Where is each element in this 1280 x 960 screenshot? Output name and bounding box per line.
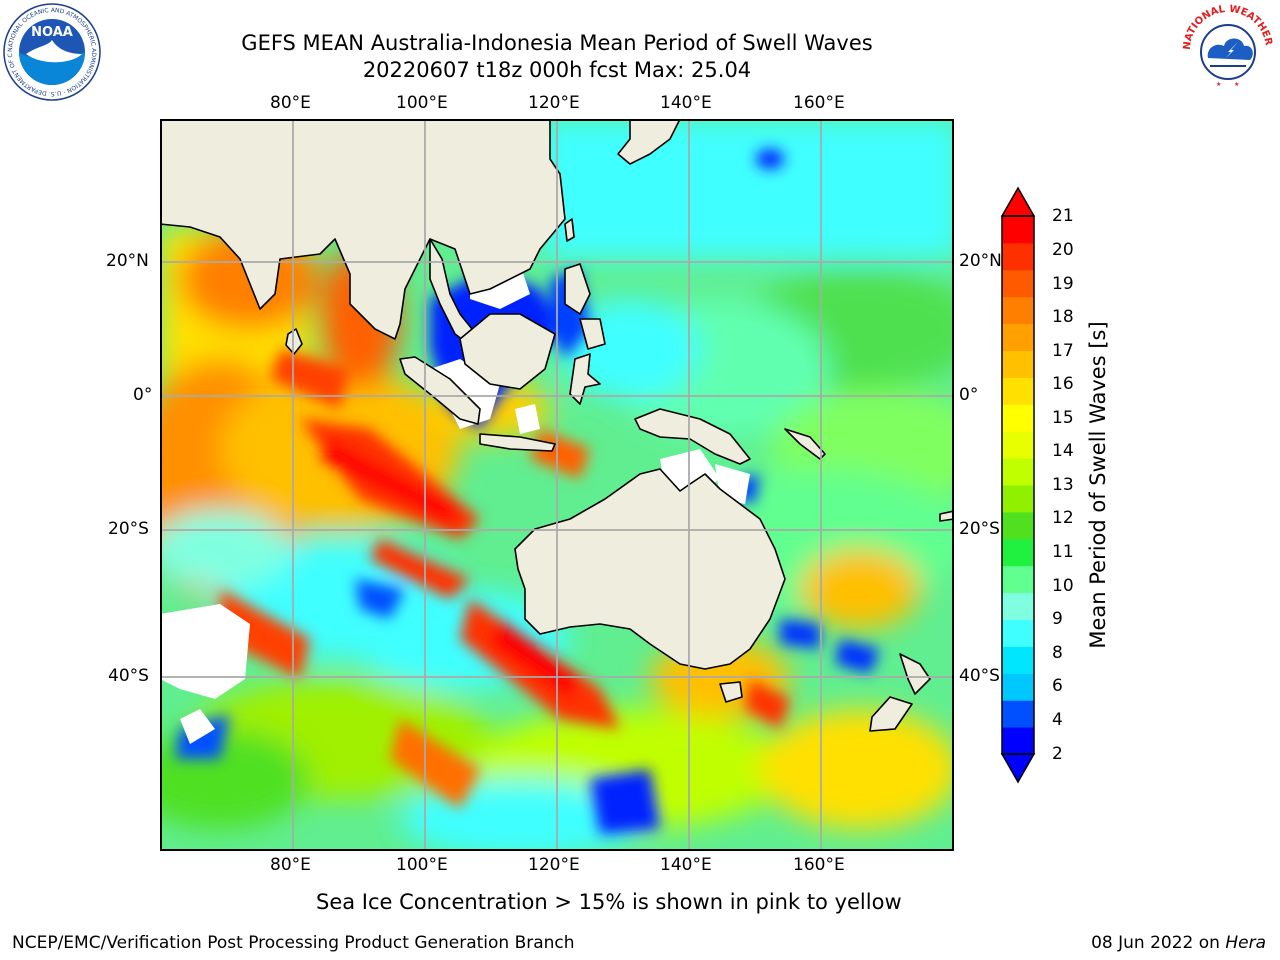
- nws-logo: NATIONAL WEATHER SERVICE ★ ★: [1174, 0, 1278, 104]
- colorbar-segment: [1002, 242, 1034, 271]
- colorbar-segment: [1002, 296, 1034, 325]
- colorbar-segment: [1002, 216, 1034, 244]
- chart-subtitle: 20220607 t18z 000h fcst Max: 25.04: [362, 58, 752, 82]
- colorbar-label: Mean Period of Swell Waves [s]: [1086, 321, 1110, 649]
- colorbar-segment: [1002, 538, 1034, 567]
- lon-bottom-label: 160°E: [793, 855, 845, 875]
- colorbar-tick: 11: [1052, 542, 1074, 562]
- colorbar-segment: [1002, 350, 1034, 378]
- lon-top-label: 140°E: [660, 93, 712, 113]
- colorbar-tick: 21: [1052, 206, 1074, 226]
- footer-date-text: 08 Jun 2022 on: [1091, 933, 1226, 953]
- colorbar-segment: [1002, 323, 1034, 351]
- footer-credit: NCEP/EMC/Verification Post Processing Pr…: [12, 933, 575, 953]
- lon-top-label: 160°E: [793, 93, 845, 113]
- colorbar-segment: [1002, 377, 1034, 405]
- colorbar-tick: 20: [1052, 240, 1074, 260]
- colorbar-segment: [1002, 673, 1034, 701]
- colorbar-segment: [1002, 646, 1034, 674]
- colorbar-tick: 18: [1052, 307, 1074, 327]
- lat-left-label: 20°N: [106, 251, 149, 271]
- lat-right-label: 0°: [959, 385, 979, 405]
- colorbar-segment: [1002, 700, 1034, 728]
- colorbar-segment: [1002, 511, 1034, 540]
- footer-host: Hera: [1225, 933, 1266, 953]
- colorbar-segment: [1002, 458, 1034, 486]
- colorbar-segment: [1002, 592, 1034, 620]
- lat-right-label: 20°S: [959, 519, 1000, 539]
- svg-text:★: ★: [1234, 81, 1239, 88]
- lat-right-label: 40°S: [959, 666, 1000, 686]
- lat-right-label: 20°N: [959, 251, 1002, 271]
- colorbar-segment: [1002, 727, 1034, 755]
- colorbar-tick: 15: [1052, 408, 1074, 428]
- lon-top-label: 80°E: [270, 93, 311, 113]
- lat-left-label: 40°S: [108, 666, 149, 686]
- colorbar-tick: 14: [1052, 441, 1074, 461]
- land-masses: [160, 119, 954, 732]
- lon-top-label: 120°E: [528, 93, 580, 113]
- colorbar-segment: [1002, 404, 1034, 432]
- footer-date: 08 Jun 2022 on Hera: [1091, 933, 1266, 953]
- colorbar-tick: 12: [1052, 508, 1074, 528]
- colorbar-segment: [1002, 431, 1034, 459]
- lon-top-label: 100°E: [396, 93, 448, 113]
- colorbar-segment: [1002, 619, 1034, 647]
- colorbar-tick: 6: [1052, 676, 1063, 696]
- colorbar-tick: 8: [1052, 643, 1063, 663]
- swell-period-map: [160, 119, 954, 851]
- lon-bottom-label: 120°E: [528, 855, 580, 875]
- colorbar-tick: 2: [1052, 744, 1063, 764]
- chart-title: GEFS MEAN Australia-Indonesia Mean Perio…: [241, 31, 873, 55]
- lat-left-label: 20°S: [108, 519, 149, 539]
- colorbar-segment: [1002, 565, 1034, 594]
- colorbar-tick: 16: [1052, 374, 1074, 394]
- graticule: [160, 119, 954, 851]
- colorbar-tick: 9: [1052, 609, 1063, 629]
- no-data-area: [160, 604, 250, 699]
- colorbar-tick: 17: [1052, 341, 1074, 361]
- lon-bottom-label: 140°E: [660, 855, 712, 875]
- svg-text:NOAA: NOAA: [31, 25, 73, 40]
- sea-ice-caption: Sea Ice Concentration > 15% is shown in …: [316, 890, 902, 914]
- lon-bottom-label: 80°E: [270, 855, 311, 875]
- lon-bottom-label: 100°E: [396, 855, 448, 875]
- colorbar-segment: [1002, 485, 1034, 513]
- colorbar-tick: 13: [1052, 475, 1074, 495]
- noaa-logo: NATIONAL OCEANIC AND ATMOSPHERIC ADMINIS…: [0, 0, 102, 106]
- colorbar-tick: 4: [1052, 710, 1063, 730]
- colorbar: [1000, 186, 1036, 784]
- lat-left-label: 0°: [133, 385, 153, 405]
- svg-text:★: ★: [1216, 81, 1221, 88]
- colorbar-segment: [1002, 269, 1034, 298]
- colorbar-tick: 19: [1052, 274, 1074, 294]
- colorbar-tick: 10: [1052, 576, 1074, 596]
